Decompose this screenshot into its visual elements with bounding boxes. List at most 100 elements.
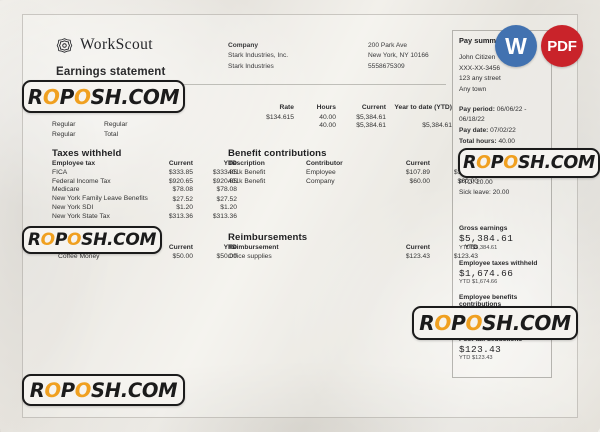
pto-value: 20.00 — [476, 178, 493, 186]
benefit-current: $60.00 — [409, 177, 430, 185]
watermark-text-part: O — [40, 230, 55, 250]
earnings-label-type: Regular — [52, 121, 76, 128]
watermark-text-part: R — [462, 153, 477, 173]
tax-ytd: $333.85 — [212, 169, 237, 177]
gross-earnings-value: $5,384.61 — [459, 233, 514, 245]
table-row: Coffee Money $50.00 $50.00 — [52, 253, 237, 262]
benefit-contributor: Company — [306, 177, 335, 185]
earnings-label-sub: Total — [104, 131, 119, 139]
watermark-text-part: R — [29, 378, 45, 402]
header-divider — [46, 84, 446, 85]
earnings-header-hours: Hours — [316, 104, 336, 111]
tax-ytd: $27.52 — [216, 195, 237, 203]
watermark-text-part: O — [42, 84, 60, 109]
watermark-text-part: SH.COM — [81, 230, 157, 250]
company-label: Company — [228, 42, 259, 49]
reimbursement-ytd: $123.43 — [453, 253, 478, 261]
pdf-document-badge-icon[interactable]: PDF — [541, 25, 583, 67]
watermark-text-part: P — [490, 153, 504, 173]
reimbursements-section: Reimbursements Reimbursement Current YTD… — [228, 232, 478, 261]
deduction-ytd: $50.00 — [216, 253, 237, 261]
benefits-title: Benefit contributions — [228, 148, 327, 159]
watermark-text-part: O — [73, 84, 91, 109]
deduction-desc: Coffee Money — [58, 253, 100, 261]
benefits-header-desc: Description — [228, 160, 265, 167]
benefit-ytd: $60.00 — [457, 177, 478, 185]
earnings-current: $5,384.61 — [356, 113, 386, 121]
word-document-badge-icon[interactable]: W — [495, 25, 537, 67]
taxes-header-ytd: YTD — [223, 160, 237, 167]
pto-label: PTO: — [459, 178, 475, 186]
pay-summary-title: Pay summary — [459, 36, 508, 45]
benefit-desc: 401k Benefit — [228, 177, 266, 185]
earnings-row-labels: Regular Regular Regular Total — [52, 120, 127, 141]
tax-current: $333.85 — [168, 169, 193, 177]
taxes-withheld-value: $1,674.66 — [459, 267, 514, 279]
employee-address2: Any town — [459, 86, 487, 94]
tax-ytd: $78.08 — [216, 186, 237, 194]
brand-logo: WorkScout — [56, 36, 153, 54]
employee-address1: 123 any street — [459, 75, 501, 83]
watermark-text-part: SH.COM — [517, 153, 596, 173]
table-row: New York SDI $1.20 $1.20 — [52, 204, 237, 213]
earnings-rate: $134.615 — [266, 113, 294, 121]
tax-desc: Federal Income Tax — [52, 177, 111, 185]
watermark-text-part: SH.COM — [90, 84, 180, 109]
tax-ytd: $1.20 — [220, 204, 237, 212]
tax-desc: New York SDI — [52, 204, 94, 212]
total-hours-value: 40.00 — [498, 137, 515, 145]
reimbursements-header-desc: Reimbursement — [228, 244, 279, 251]
tax-desc: Medicare — [52, 186, 80, 194]
earnings-hours: 40.00 — [319, 113, 336, 121]
table-row: Office supplies $123.43 $123.43 — [228, 253, 478, 262]
sick-leave-label: Sick leave: — [459, 189, 491, 197]
watermark-text-part: O — [66, 230, 82, 250]
earnings-header-rate: Rate — [279, 104, 295, 111]
deductions-header-current: Current — [168, 244, 193, 251]
reimbursement-current: $123.43 — [405, 253, 430, 261]
gross-earnings-label: Gross earnings — [459, 225, 508, 233]
tax-current: $313.36 — [168, 212, 193, 220]
taxes-header-desc: Employee tax — [52, 160, 96, 167]
reimbursements-title: Reimbursements — [228, 232, 308, 243]
tax-current: $920.65 — [168, 177, 193, 185]
watermark-text-part: SH.COM — [482, 311, 571, 335]
company-info: Company Stark Industries, Inc. Stark Ind… — [228, 41, 288, 72]
taxes-header-current: Current — [168, 160, 193, 167]
word-badge-label: W — [505, 32, 527, 59]
earnings-header-ytd: Year to date (YTD) — [394, 104, 452, 111]
table-row: New York Family Leave Benefits $27.52 $2… — [52, 194, 237, 203]
watermark-roposh: R O P O SH.COM — [22, 80, 185, 113]
total-hours-label: Total hours: — [459, 137, 497, 145]
sick-leave-value: 20.00 — [492, 189, 510, 197]
taxes-withheld-ytd: YTD $1,674.66 — [459, 279, 498, 286]
gross-earnings-group: Gross earnings $5,384.61 YTD $5,384.61 — [459, 225, 545, 251]
earnings-rate — [202, 121, 294, 129]
watermark-text-part: O — [465, 311, 483, 335]
tax-current: $27.52 — [172, 195, 193, 203]
watermark-text-part: O — [476, 153, 491, 173]
watermark-text-part: R — [27, 84, 43, 109]
employee-name: John Citizen — [459, 54, 496, 61]
tax-ytd: $920.65 — [212, 177, 237, 185]
company-address-line2: New York, NY 10166 — [368, 52, 429, 60]
watermark-text-part: O — [74, 378, 92, 402]
table-row: New York State Tax $313.36 $313.36 — [52, 212, 237, 221]
benefit-contributor: Employee — [306, 169, 336, 177]
pay-period-value: 06/06/22 - 06/18/22 — [459, 105, 527, 124]
watermark-text-part: P — [54, 230, 67, 250]
post-tax-deductions-value: $123.43 — [459, 343, 502, 355]
page-title: Earnings statement — [56, 66, 166, 78]
earnings-ytd: $5,384.61 — [422, 121, 452, 129]
earnings-hours: 40.00 — [319, 121, 336, 129]
brand-name: WorkScout — [80, 36, 153, 53]
tax-desc: FICA — [52, 169, 68, 177]
watermark-roposh: R O P O SH.COM — [458, 148, 600, 178]
watermark-text-part: R — [419, 311, 435, 335]
watermark-text-part: R — [27, 230, 41, 250]
watermark-text-part: P — [60, 378, 75, 402]
employee-info: John Citizen XXX-XX-3456 123 any street … — [459, 53, 545, 96]
benefit-contributions-section: Benefit contributions Description Contri… — [228, 148, 478, 186]
table-row: Federal Income Tax $920.65 $920.65 — [52, 177, 237, 186]
